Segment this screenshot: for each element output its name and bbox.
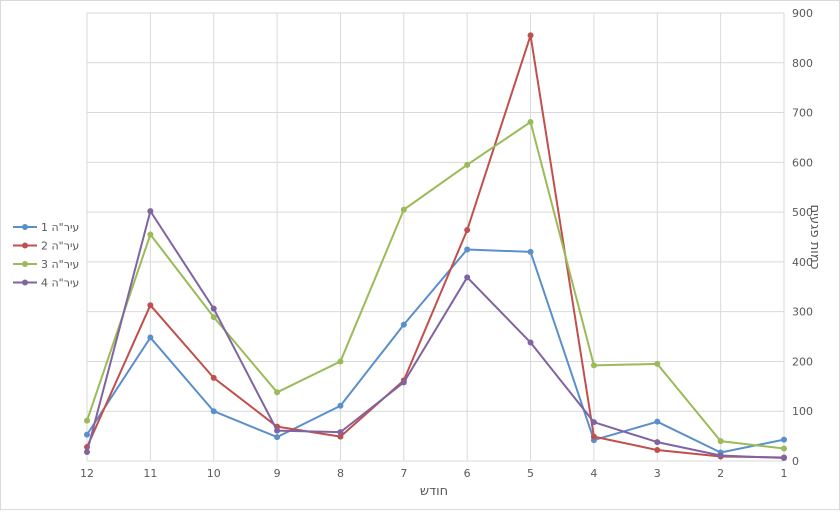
legend-label: עיר"ה 2 [41, 240, 79, 253]
data-point [337, 402, 344, 409]
data-point [274, 434, 281, 441]
series-lines [84, 32, 787, 462]
x-tick-label: 10 [207, 467, 221, 480]
legend-label: עיר"ה 4 [41, 277, 79, 290]
y-tick-label: 900 [792, 7, 813, 20]
data-point [717, 438, 724, 445]
x-tick-label: 7 [400, 467, 407, 480]
data-point [464, 246, 471, 253]
series-line [86, 248, 785, 454]
data-point [337, 429, 344, 436]
data-point [337, 358, 344, 365]
gridlines [86, 12, 785, 462]
data-point [147, 231, 154, 238]
data-point [527, 248, 534, 255]
x-axis-title: חודש [420, 484, 448, 499]
data-point [781, 436, 787, 443]
legend-marker [22, 242, 28, 249]
x-tick-label: 9 [274, 467, 281, 480]
data-point [400, 321, 407, 328]
data-point [654, 360, 661, 367]
data-point [210, 314, 217, 321]
series-line [86, 121, 785, 450]
y-tick-label: 400 [792, 256, 813, 269]
legend-label: עיר"ה 1 [41, 221, 79, 234]
data-point [84, 449, 90, 456]
data-point [590, 362, 597, 369]
legend-marker [22, 279, 28, 286]
x-tick-label: 5 [527, 467, 534, 480]
x-tick-label: 3 [654, 467, 661, 480]
x-tick-label: 11 [143, 467, 157, 480]
y-tick-label: 800 [792, 57, 813, 70]
data-point [400, 379, 407, 386]
y-axis-title: כמות פגעים [807, 204, 822, 269]
y-tick-label: 200 [792, 355, 813, 368]
data-point [781, 445, 787, 452]
data-point [527, 119, 534, 126]
legend-item: עיר"ה 3 [13, 258, 79, 271]
x-tick-label: 6 [464, 467, 471, 480]
legend-marker [22, 261, 28, 267]
legend-item: עיר"ה 4 [13, 277, 79, 290]
data-point [717, 452, 724, 459]
data-point [147, 302, 154, 309]
data-point [210, 305, 217, 312]
data-point [527, 32, 534, 39]
x-tick-label: 8 [337, 467, 344, 480]
data-point [84, 431, 90, 438]
data-point [84, 417, 90, 424]
x-tick-label: 4 [590, 467, 597, 480]
legend: עיר"ה 1 עיר"ה 2 עיר"ה 3 עיר"ה 4 [13, 221, 79, 290]
legend-item: עיר"ה 2 [13, 240, 79, 253]
y-tick-label: 700 [792, 107, 813, 120]
data-point [274, 389, 281, 396]
x-tick-label: 2 [717, 467, 724, 480]
data-point [147, 208, 154, 215]
data-point [337, 433, 344, 440]
x-axis-tick-labels: 12 11 10 9 8 7 6 5 4 3 2 1 [80, 467, 788, 480]
series-line [86, 34, 785, 459]
series-line [86, 210, 785, 460]
data-point [590, 419, 597, 426]
data-point [210, 408, 217, 415]
data-point [210, 374, 217, 381]
data-point [464, 274, 471, 281]
data-point [654, 447, 661, 454]
data-point [274, 427, 281, 434]
x-tick-label: 1 [781, 467, 788, 480]
data-point [781, 455, 787, 462]
y-tick-label: 100 [792, 405, 813, 418]
x-tick-label: 12 [80, 467, 94, 480]
data-point [590, 433, 597, 440]
data-point [400, 206, 407, 213]
y-tick-label: 0 [792, 455, 799, 468]
y-tick-label: 500 [792, 206, 813, 219]
y-tick-label: 300 [792, 306, 813, 319]
data-point [464, 227, 471, 234]
data-point [464, 161, 471, 168]
data-point [527, 339, 534, 346]
y-axis-tick-labels: 0 100 200 300 400 500 600 700 800 900 [792, 7, 813, 468]
legend-label: עיר"ה 3 [41, 258, 79, 271]
data-point [147, 334, 154, 341]
legend-item: עיר"ה 1 [13, 221, 79, 234]
legend-marker [22, 224, 28, 230]
data-point [654, 439, 661, 446]
data-point [654, 418, 661, 425]
y-tick-label: 600 [792, 156, 813, 169]
